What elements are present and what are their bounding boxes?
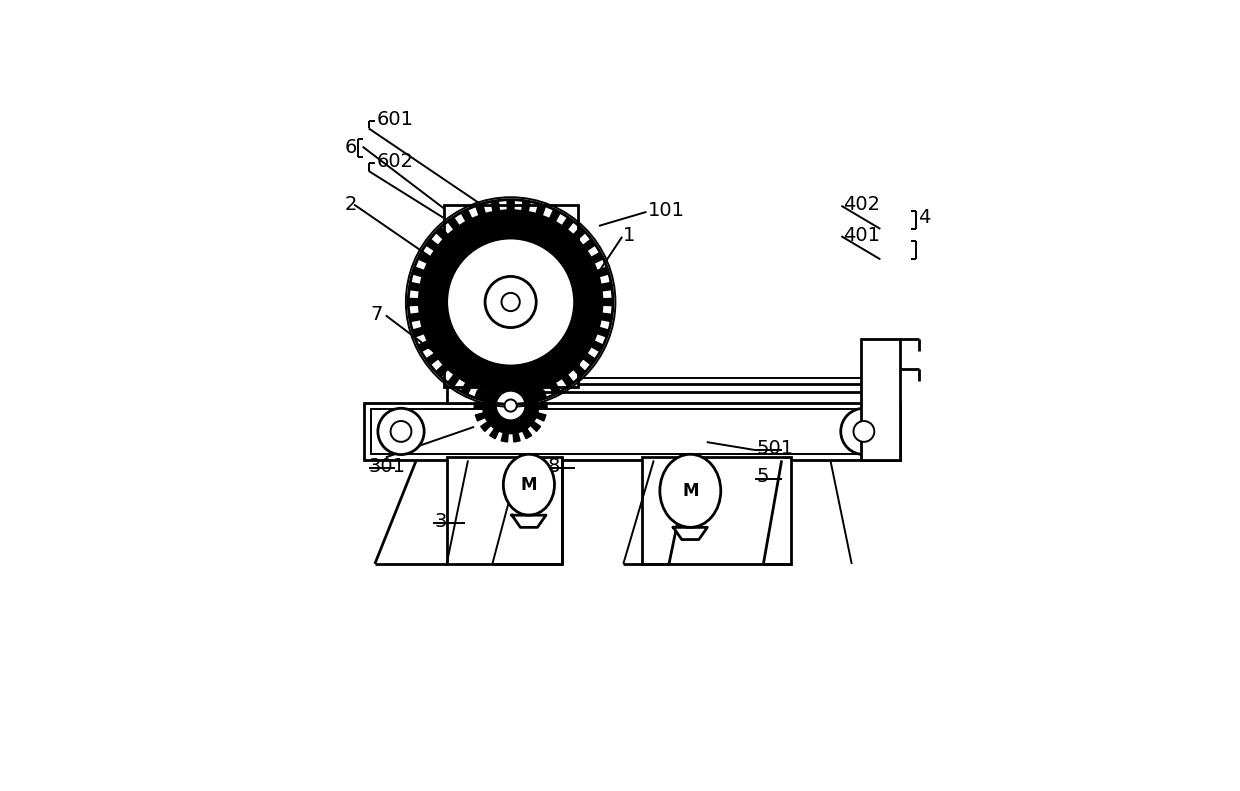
Polygon shape bbox=[536, 413, 546, 421]
Polygon shape bbox=[475, 413, 486, 421]
Polygon shape bbox=[600, 282, 613, 291]
Text: 602: 602 bbox=[377, 153, 414, 172]
Text: M: M bbox=[682, 482, 698, 500]
Polygon shape bbox=[513, 432, 520, 442]
Polygon shape bbox=[573, 365, 585, 377]
Polygon shape bbox=[461, 382, 472, 395]
Polygon shape bbox=[412, 327, 425, 337]
Polygon shape bbox=[596, 327, 609, 337]
Polygon shape bbox=[501, 369, 508, 379]
Circle shape bbox=[446, 238, 574, 366]
Polygon shape bbox=[536, 203, 546, 216]
Polygon shape bbox=[538, 403, 547, 409]
Bar bbox=[365, 403, 900, 460]
Bar bbox=[371, 409, 894, 454]
Circle shape bbox=[391, 421, 412, 442]
Text: 2: 2 bbox=[345, 195, 357, 214]
Text: 7: 7 bbox=[371, 305, 383, 324]
Polygon shape bbox=[474, 403, 484, 409]
Polygon shape bbox=[409, 313, 420, 322]
Polygon shape bbox=[522, 373, 532, 383]
Polygon shape bbox=[522, 428, 532, 439]
Polygon shape bbox=[418, 341, 430, 352]
Polygon shape bbox=[596, 267, 609, 277]
Polygon shape bbox=[590, 341, 604, 352]
Circle shape bbox=[484, 378, 538, 433]
Polygon shape bbox=[562, 374, 574, 387]
Text: 6: 6 bbox=[345, 138, 357, 157]
Polygon shape bbox=[600, 313, 613, 322]
Polygon shape bbox=[476, 203, 486, 216]
Bar bbox=[641, 457, 791, 564]
Polygon shape bbox=[435, 227, 449, 240]
Polygon shape bbox=[536, 388, 546, 400]
Polygon shape bbox=[549, 210, 560, 222]
Polygon shape bbox=[408, 298, 419, 305]
Polygon shape bbox=[549, 382, 560, 395]
Text: M: M bbox=[521, 475, 537, 494]
Text: 601: 601 bbox=[377, 110, 414, 129]
Polygon shape bbox=[490, 428, 498, 439]
Ellipse shape bbox=[503, 454, 554, 515]
Polygon shape bbox=[491, 200, 500, 212]
Text: 402: 402 bbox=[843, 195, 879, 214]
Polygon shape bbox=[409, 282, 420, 291]
Polygon shape bbox=[412, 267, 425, 277]
Text: 3: 3 bbox=[434, 512, 446, 531]
Text: 1: 1 bbox=[624, 225, 636, 244]
Circle shape bbox=[496, 390, 526, 421]
Circle shape bbox=[419, 210, 601, 393]
Ellipse shape bbox=[660, 454, 720, 528]
Bar bbox=[446, 378, 520, 403]
Text: 101: 101 bbox=[647, 201, 684, 220]
Polygon shape bbox=[435, 365, 449, 377]
Polygon shape bbox=[476, 388, 486, 400]
Polygon shape bbox=[529, 380, 541, 390]
Polygon shape bbox=[601, 298, 613, 305]
Polygon shape bbox=[573, 227, 585, 240]
Polygon shape bbox=[475, 390, 486, 399]
Polygon shape bbox=[536, 390, 546, 399]
Circle shape bbox=[505, 399, 517, 411]
Circle shape bbox=[501, 293, 520, 311]
Text: 501: 501 bbox=[756, 439, 794, 458]
Polygon shape bbox=[590, 252, 604, 263]
Polygon shape bbox=[448, 374, 460, 387]
Polygon shape bbox=[507, 393, 515, 404]
Polygon shape bbox=[501, 432, 508, 442]
Polygon shape bbox=[425, 239, 439, 251]
Polygon shape bbox=[522, 392, 531, 403]
Polygon shape bbox=[481, 422, 491, 431]
Polygon shape bbox=[583, 353, 595, 365]
Polygon shape bbox=[448, 218, 460, 230]
Polygon shape bbox=[512, 515, 546, 528]
Bar bbox=[861, 339, 900, 460]
Polygon shape bbox=[513, 369, 520, 379]
Text: 5: 5 bbox=[756, 467, 769, 486]
Text: 401: 401 bbox=[843, 225, 879, 244]
Text: 8: 8 bbox=[547, 457, 559, 476]
Circle shape bbox=[853, 421, 874, 442]
Bar bbox=[444, 205, 578, 388]
Circle shape bbox=[841, 408, 887, 455]
Text: 301: 301 bbox=[368, 457, 405, 476]
Polygon shape bbox=[491, 392, 500, 403]
Bar bbox=[446, 457, 563, 564]
Circle shape bbox=[485, 276, 536, 327]
Polygon shape bbox=[490, 373, 498, 383]
Polygon shape bbox=[481, 380, 491, 390]
Polygon shape bbox=[583, 239, 595, 251]
Circle shape bbox=[378, 408, 424, 455]
Polygon shape bbox=[461, 210, 472, 222]
Polygon shape bbox=[522, 200, 531, 212]
Polygon shape bbox=[425, 353, 439, 365]
Polygon shape bbox=[673, 528, 707, 539]
Polygon shape bbox=[562, 218, 574, 230]
Text: 4: 4 bbox=[918, 209, 930, 228]
Polygon shape bbox=[507, 200, 515, 210]
Polygon shape bbox=[529, 422, 541, 431]
Polygon shape bbox=[418, 252, 430, 263]
